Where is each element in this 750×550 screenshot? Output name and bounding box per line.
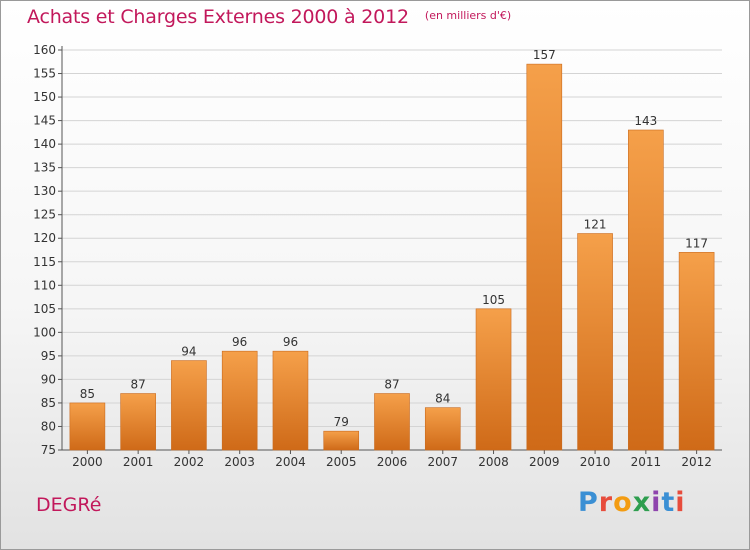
commune-name: DEGRé <box>36 494 102 516</box>
y-tick-label: 140 <box>33 137 56 151</box>
y-tick-label: 105 <box>33 302 56 316</box>
x-tick-label-2010: 2010 <box>580 455 611 469</box>
data-label-2003: 96 <box>232 335 247 349</box>
x-tick-label-2001: 2001 <box>123 455 154 469</box>
y-tick-label: 110 <box>33 278 56 292</box>
x-tick-label-2007: 2007 <box>427 455 458 469</box>
x-tick-label-2006: 2006 <box>377 455 408 469</box>
axes <box>58 46 722 454</box>
data-label-2006: 87 <box>384 378 399 392</box>
data-label-2001: 87 <box>131 378 146 392</box>
logo-letter: i <box>651 487 662 518</box>
y-tick-label: 160 <box>33 43 56 57</box>
bar-2005 <box>323 430 360 451</box>
x-tick-label-2005: 2005 <box>326 455 357 469</box>
bar-2001 <box>120 393 156 451</box>
data-label-2009: 157 <box>533 48 556 62</box>
logo-letter: r <box>598 487 614 518</box>
bar-2003 <box>221 350 258 451</box>
y-tick-labels: 75 80 85 90 95 100 105 110 115 120 125 130 135 140 145… <box>33 43 56 457</box>
y-tick-label: 135 <box>33 161 56 175</box>
x-tick-label-2004: 2004 <box>275 455 306 469</box>
data-label-2008: 105 <box>482 293 505 307</box>
y-tick-label: 100 <box>33 325 56 339</box>
title-text: Achats et Charges Externes 2000 à 2012 <box>27 6 409 28</box>
proxiti-logo[interactable]: Proxiti <box>578 487 686 518</box>
bar-2002 <box>171 360 207 451</box>
x-tick-label-2003: 2003 <box>224 455 255 469</box>
data-label-2005: 79 <box>334 415 349 429</box>
x-tick-label-2009: 2009 <box>529 455 560 469</box>
bar-2004 <box>272 350 309 451</box>
bars <box>69 63 715 451</box>
data-label-2004: 96 <box>283 335 298 349</box>
x-tick-label-2012: 2012 <box>681 455 712 469</box>
y-tick-label: 130 <box>33 184 56 198</box>
x-tick-label-2011: 2011 <box>631 455 662 469</box>
bar-2010 <box>577 233 613 451</box>
y-tick-label: 80 <box>41 419 56 433</box>
data-label-2007: 84 <box>435 392 450 406</box>
data-label-2000: 85 <box>80 387 95 401</box>
y-tick-label: 75 <box>41 443 56 457</box>
y-tick-label: 115 <box>33 255 56 269</box>
y-tick-label: 155 <box>33 67 56 81</box>
y-tick-label: 85 <box>41 396 56 410</box>
data-label-2011: 143 <box>634 114 657 128</box>
logo-letter: t <box>661 487 676 518</box>
bar-2009 <box>526 63 563 451</box>
y-tick-label: 125 <box>33 208 56 222</box>
bar-2006 <box>374 393 410 451</box>
y-tick-label: 90 <box>41 372 56 386</box>
logo-letter: P <box>578 487 599 518</box>
x-tick-label-2002: 2002 <box>174 455 205 469</box>
y-tick-label: 150 <box>33 90 56 104</box>
y-tick-label: 120 <box>33 231 56 245</box>
data-label-2002: 94 <box>181 345 196 359</box>
title-unit: (en milliers d'€) <box>424 9 512 22</box>
bar-2000 <box>69 402 106 451</box>
chart-title: Achats et Charges Externes 2000 à 2012 (… <box>27 6 511 28</box>
logo-letter: i <box>675 487 686 518</box>
logo-letter: o <box>613 487 633 518</box>
y-tick-label: 95 <box>41 349 56 363</box>
data-label-2012: 117 <box>685 236 708 250</box>
x-tick-label-2008: 2008 <box>478 455 509 469</box>
data-label-2010: 121 <box>584 218 607 232</box>
bar-2012 <box>678 252 715 451</box>
x-tick-label-2000: 2000 <box>72 455 103 469</box>
bar-2008 <box>475 308 512 451</box>
bar-2011 <box>628 129 664 451</box>
bar-2007 <box>424 407 461 451</box>
logo-letter: x <box>632 487 652 518</box>
data-labels: 85 87 94 96 96 79 87 84 105 157 121 143 117 <box>80 48 708 429</box>
y-tick-label: 145 <box>33 114 56 128</box>
x-tick-labels: 2000 2001 2002 2003 2004 2005 2006 2007 2008 2009… <box>72 455 712 469</box>
